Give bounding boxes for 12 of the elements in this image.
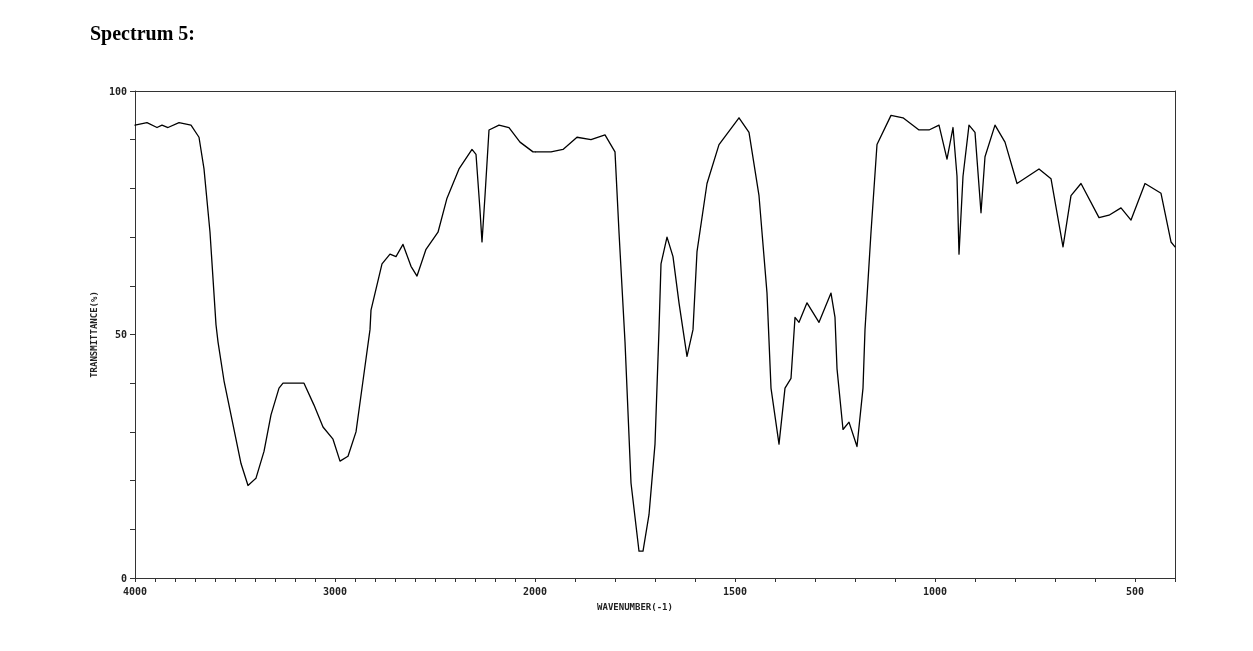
y-tick-label: 100 bbox=[108, 85, 127, 97]
y-tick-label: 0 bbox=[120, 572, 127, 584]
y-tick-label: 50 bbox=[114, 329, 127, 340]
x-tick-label: 3000 bbox=[322, 585, 348, 597]
x-tick-label: 500 bbox=[1125, 585, 1145, 597]
x-tick-label: 4000 bbox=[122, 585, 148, 597]
x-tick-label: 1000 bbox=[922, 585, 948, 597]
chart-title: Spectrum 5: bbox=[90, 22, 195, 45]
y-axis-title: TRANSMITTANCE(%) bbox=[88, 291, 99, 378]
x-axis-title: WAVENUMBER(-1) bbox=[597, 601, 673, 612]
x-tick-label: 1500 bbox=[722, 585, 748, 597]
x-tick-label: 2000 bbox=[522, 585, 548, 597]
